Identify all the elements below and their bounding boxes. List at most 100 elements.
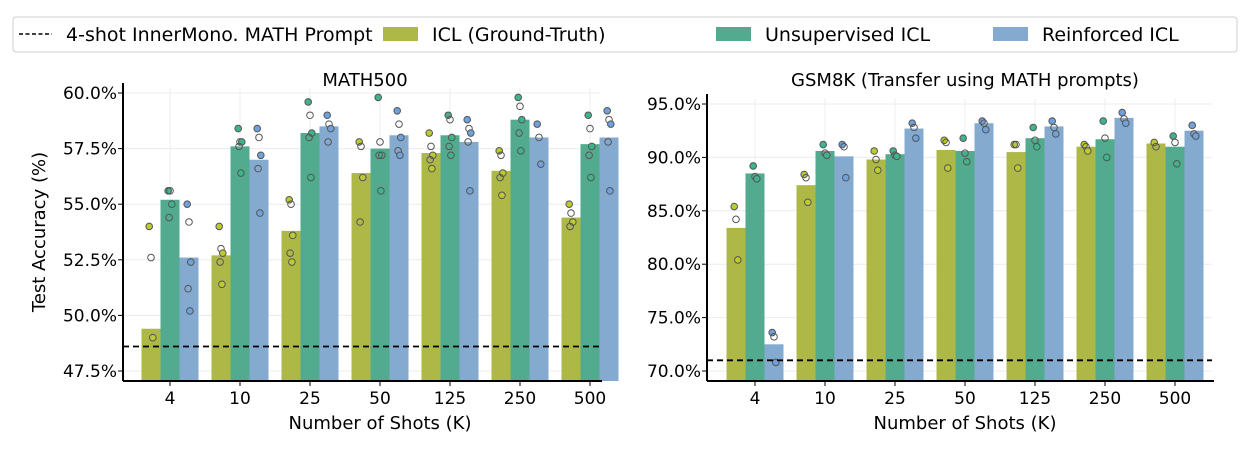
data-point [447, 151, 455, 160]
data-point [963, 157, 971, 166]
bar-reinforced-icl-50 [974, 123, 994, 381]
data-point [870, 147, 879, 155]
data-point [237, 169, 245, 177]
data-point [565, 200, 574, 208]
data-point [607, 120, 615, 128]
bar-icl-ground-truth--4 [726, 227, 746, 381]
bar-icl-ground-truth--250 [491, 170, 511, 381]
bar-icl-ground-truth--4 [141, 328, 161, 381]
x-tick-label: 500 [574, 389, 606, 409]
data-point [908, 119, 917, 128]
bar-reinforced-icl-25 [319, 126, 339, 381]
data-point [1048, 117, 1056, 125]
data-point [533, 120, 542, 128]
data-point [166, 187, 174, 195]
bar-icl-ground-truth--25 [866, 159, 886, 381]
bar-unsupervised-icl-500 [1165, 146, 1185, 381]
data-point [1103, 153, 1111, 162]
data-point [378, 151, 386, 160]
data-point [495, 147, 504, 155]
data-point [749, 162, 758, 170]
x-axis-label: Number of Shots (K) [289, 413, 472, 434]
data-point [218, 280, 226, 289]
bar-unsupervised-icl-250 [510, 119, 530, 382]
bar-reinforced-icl-10 [249, 159, 269, 381]
bar-unsupervised-icl-25 [300, 133, 320, 381]
data-point [393, 106, 402, 115]
data-point [910, 123, 918, 132]
data-point [585, 151, 593, 160]
data-point [496, 173, 504, 182]
bar-reinforced-icl-125 [1044, 126, 1064, 381]
data-point [889, 147, 898, 155]
data-point [497, 151, 505, 160]
data-point [732, 215, 740, 224]
bar-reinforced-icl-250 [529, 137, 549, 381]
data-point [1150, 138, 1158, 147]
data-point [959, 134, 968, 142]
data-point [289, 231, 297, 240]
data-point [1122, 119, 1130, 128]
data-point [287, 200, 295, 208]
y-tick-label: 52.5% [63, 251, 117, 271]
data-point [253, 124, 262, 133]
data-point [375, 151, 383, 160]
data-point [823, 151, 831, 160]
x-tick-label: 25 [299, 389, 321, 409]
y-tick-label: 90.0% [647, 148, 701, 168]
bar-unsupervised-icl-125 [1025, 138, 1045, 381]
x-axis-label: Number of Shots (K) [874, 413, 1057, 434]
y-tick-label: 50.0% [63, 306, 117, 326]
bar-unsupervised-icl-4 [160, 199, 180, 381]
data-point [1173, 160, 1181, 168]
data-point [1033, 142, 1041, 151]
bar-icl-ground-truth--10 [211, 255, 231, 381]
bar-icl-ground-truth--25 [281, 230, 301, 381]
data-point [307, 173, 315, 182]
data-point [395, 120, 403, 128]
data-point [516, 102, 524, 111]
data-point [357, 142, 365, 151]
data-point [842, 173, 850, 182]
legend-label-unsupervised: Unsupervised ICL [765, 24, 931, 46]
data-point [444, 111, 453, 120]
bar-reinforced-icl-500 [1184, 130, 1204, 381]
data-point [567, 209, 575, 217]
data-point [603, 106, 612, 115]
legend-label-icl: ICL (Ground-Truth) [432, 24, 605, 46]
bar-icl-ground-truth--500 [1146, 143, 1166, 381]
x-tick-label: 4 [750, 389, 761, 409]
data-point [187, 258, 195, 266]
data-point [1052, 130, 1060, 138]
bar-reinforced-icl-500 [599, 137, 619, 381]
data-point [425, 129, 434, 137]
data-point [961, 149, 969, 157]
bar-unsupervised-icl-25 [885, 154, 905, 381]
data-point [426, 155, 434, 164]
legend: 4-shot InnerMono. MATH Prompt ICL (Groun… [12, 16, 1238, 53]
data-point [427, 142, 435, 151]
bar-unsupervised-icl-4 [745, 173, 765, 381]
data-point [606, 187, 614, 195]
data-point [286, 249, 294, 257]
gsm8k-panel: GSM8K (Transfer using MATH prompts) Numb… [647, 70, 1214, 434]
data-point [1084, 147, 1092, 155]
x-tick-label: 125 [434, 389, 466, 409]
bar-reinforced-icl-250 [1114, 117, 1134, 381]
x-tick-label: 50 [369, 389, 391, 409]
bar-unsupervised-icl-500 [580, 144, 600, 381]
data-point [587, 173, 595, 182]
data-point [1014, 164, 1022, 172]
data-point [377, 187, 385, 195]
data-point [535, 133, 543, 142]
data-point [185, 218, 193, 226]
data-point [1099, 117, 1107, 125]
data-point [324, 138, 332, 146]
x-tick-label: 250 [504, 389, 536, 409]
data-point [234, 124, 242, 133]
bar-icl-ground-truth--250 [1076, 146, 1096, 381]
data-point [518, 115, 526, 124]
y-tick-label: 47.5% [63, 362, 117, 382]
x-tick-label: 10 [814, 389, 836, 409]
